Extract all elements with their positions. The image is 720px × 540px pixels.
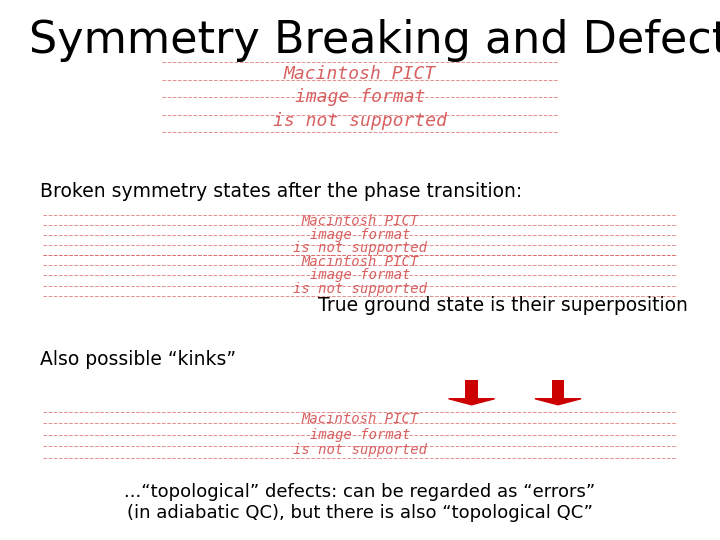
Text: is not supported: is not supported	[293, 241, 427, 255]
Text: Macintosh PICT: Macintosh PICT	[302, 413, 418, 427]
Bar	[552, 380, 564, 399]
Text: image format: image format	[310, 428, 410, 442]
Bar	[465, 380, 478, 399]
Text: image format: image format	[294, 88, 426, 106]
Text: Macintosh PICT: Macintosh PICT	[284, 65, 436, 83]
Text: Macintosh PICT: Macintosh PICT	[302, 214, 418, 228]
Polygon shape	[535, 399, 581, 405]
Text: Symmetry Breaking and Defects: Symmetry Breaking and Defects	[29, 19, 720, 62]
Text: image format: image format	[310, 268, 410, 282]
Text: Macintosh PICT: Macintosh PICT	[302, 255, 418, 269]
Text: image format: image format	[310, 228, 410, 242]
Text: ...“topological” defects: can be regarded as “errors”
(in adiabatic QC), but the: ...“topological” defects: can be regarde…	[125, 483, 595, 522]
Text: True ground state is their superposition: True ground state is their superposition	[318, 295, 688, 315]
Text: is not supported: is not supported	[273, 112, 447, 130]
Text: Broken symmetry states after the phase transition:: Broken symmetry states after the phase t…	[40, 182, 522, 201]
Polygon shape	[449, 399, 495, 405]
Text: Also possible “kinks”: Also possible “kinks”	[40, 349, 235, 369]
Text: is not supported: is not supported	[293, 282, 427, 296]
Text: is not supported: is not supported	[293, 443, 427, 457]
